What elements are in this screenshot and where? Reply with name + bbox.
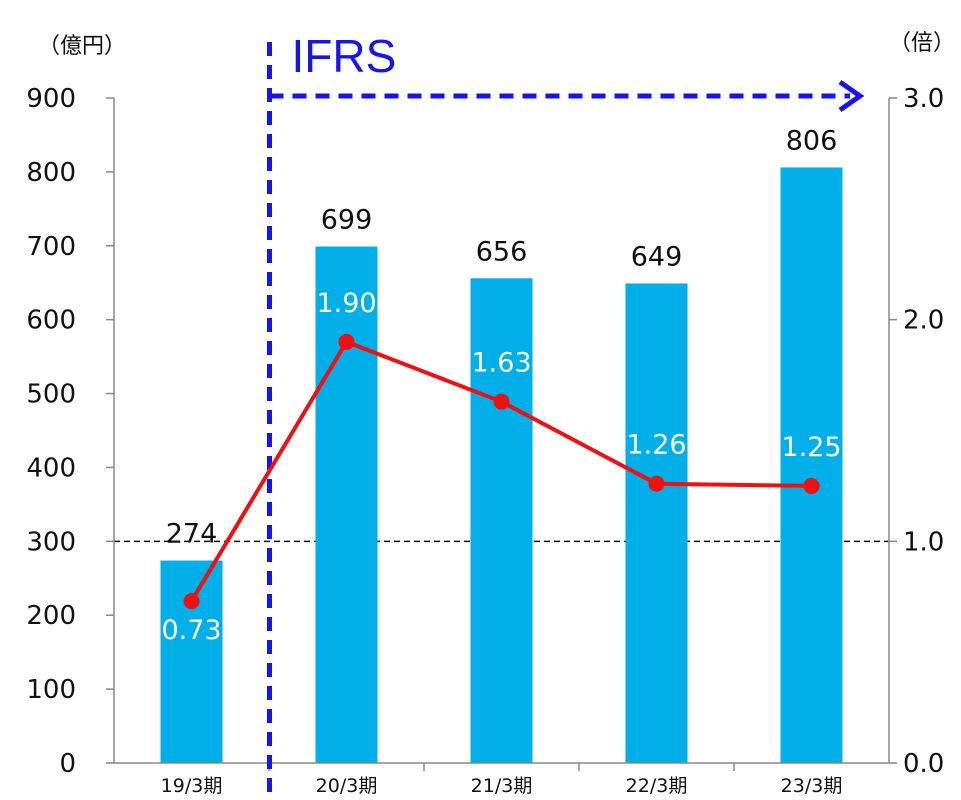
ratio-point-1: [338, 333, 355, 350]
bar-4: [780, 167, 843, 763]
ifrs-label: IFRS: [292, 30, 397, 82]
bar-value-label-3: 649: [631, 241, 683, 272]
ratio-value-label-0: 0.73: [161, 615, 221, 646]
left-tick-label-5: 500: [26, 380, 76, 410]
left-tick-label-4: 400: [26, 453, 76, 483]
right-axis-unit: （倍）: [889, 31, 955, 56]
left-axis-unit: （億円）: [38, 34, 126, 59]
ratio-point-2: [493, 393, 510, 410]
bar-value-label-4: 806: [786, 125, 838, 156]
left-tick-label-8: 800: [26, 158, 76, 188]
left-tick-label-2: 200: [26, 601, 76, 631]
right-tick-label-0: 0.0: [903, 749, 944, 779]
ratio-point-3: [648, 475, 665, 492]
x-tick-label-4: 23/3期: [781, 775, 843, 797]
left-tick-label-1: 100: [26, 675, 76, 705]
ifrs-arrow-head: [838, 79, 865, 113]
bar-0: [160, 560, 223, 763]
x-tick-label-3: 22/3期: [626, 775, 688, 797]
left-tick-label-6: 600: [26, 306, 76, 336]
bar-value-label-1: 699: [321, 205, 373, 236]
left-tick-label-3: 300: [26, 527, 76, 557]
left-tick-label-9: 900: [26, 84, 76, 114]
ratio-value-label-2: 1.63: [471, 348, 531, 379]
right-tick-label-1: 1.0: [903, 527, 944, 557]
x-tick-label-0: 19/3期: [161, 775, 223, 797]
right-tick-label-2: 2.0: [903, 306, 944, 336]
ratio-value-label-4: 1.25: [781, 432, 841, 463]
left-tick-label-7: 700: [26, 232, 76, 262]
x-tick-label-1: 20/3期: [316, 775, 378, 797]
bar-3: [625, 283, 688, 763]
ratio-point-4: [803, 477, 820, 494]
bar-value-label-0: 274: [166, 519, 218, 550]
bar-value-label-2: 656: [476, 236, 528, 267]
bar-1: [315, 246, 378, 763]
ratio-value-label-3: 1.26: [626, 430, 686, 461]
left-tick-label-0: 0: [59, 749, 76, 779]
ratio-point-0: [183, 593, 200, 610]
right-tick-label-3: 3.0: [903, 84, 944, 114]
x-tick-label-2: 21/3期: [471, 775, 533, 797]
ratio-value-label-1: 1.90: [316, 288, 376, 319]
bar-2: [470, 278, 533, 763]
